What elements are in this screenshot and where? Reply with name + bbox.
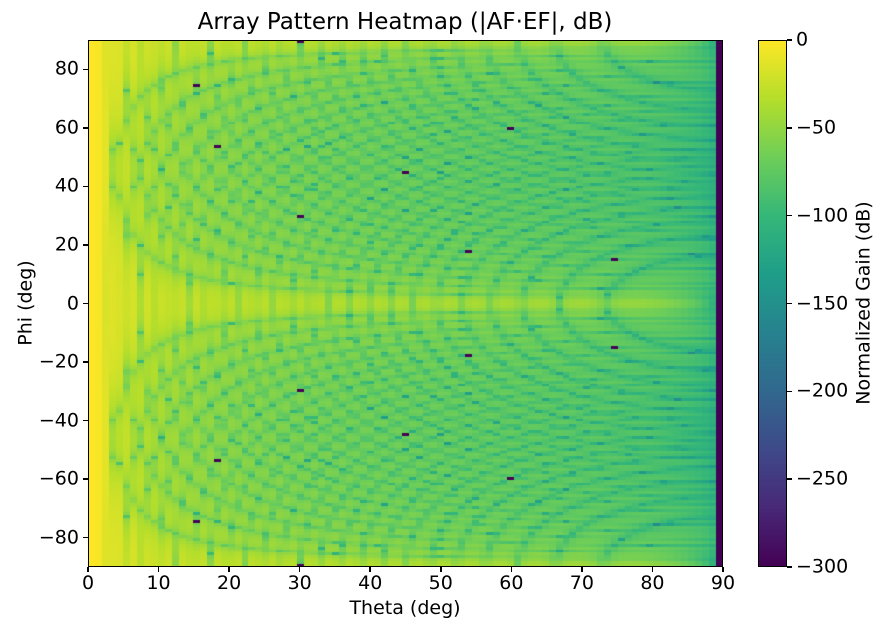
- x-tick-label: 60: [499, 572, 524, 594]
- colorbar-tick-mark: [787, 39, 792, 41]
- x-tick-mark: [87, 567, 89, 572]
- colorbar-tick-label: −200: [796, 379, 849, 402]
- chart-title: Array Pattern Heatmap (|AF·EF|, dB): [197, 9, 613, 35]
- x-tick-label: 0: [81, 572, 95, 594]
- y-tick-label: −20: [38, 350, 79, 373]
- y-tick-label: −60: [38, 467, 79, 490]
- colorbar-tick-label: 0: [796, 28, 809, 51]
- x-axis-label: Theta (deg): [349, 597, 461, 619]
- x-tick-mark: [228, 567, 230, 572]
- x-tick-mark: [510, 567, 513, 572]
- colorbar-tick-mark: [787, 214, 792, 217]
- x-tick-label: 10: [146, 572, 171, 594]
- x-tick-label: 40: [358, 572, 383, 594]
- y-tick-label: 60: [54, 116, 79, 139]
- y-tick-mark: [83, 127, 88, 129]
- x-tick-label: 50: [428, 572, 453, 594]
- y-tick-mark: [83, 536, 88, 539]
- colorbar-tick-mark: [787, 390, 792, 393]
- y-tick-mark: [83, 478, 88, 480]
- y-tick-mark: [83, 185, 88, 188]
- colorbar-label: Normalized Gain (dB): [852, 201, 875, 405]
- y-axis-label: Phi (deg): [14, 260, 37, 346]
- y-tick-mark: [83, 361, 88, 363]
- y-tick-label: −40: [38, 409, 79, 432]
- y-tick-label: 20: [54, 233, 79, 256]
- y-tick-label: −80: [38, 526, 79, 549]
- y-tick-mark: [83, 302, 88, 305]
- x-tick-label: 80: [640, 572, 665, 594]
- colorbar-tick-mark: [787, 566, 792, 568]
- x-tick-mark: [440, 567, 442, 572]
- x-tick-mark: [369, 567, 371, 572]
- x-tick-label: 30: [287, 572, 312, 594]
- y-tick-mark: [83, 68, 88, 71]
- colorbar-tick-label: −100: [796, 204, 849, 227]
- x-tick-label: 90: [710, 572, 736, 594]
- heatmap-canvas: [88, 40, 723, 567]
- x-tick-mark: [581, 567, 583, 572]
- x-tick-label: 70: [569, 572, 594, 594]
- colorbar-tick-mark: [787, 478, 792, 480]
- colorbar-canvas: [758, 40, 787, 567]
- colorbar-tick-label: −300: [796, 555, 849, 578]
- colorbar-tick-label: −150: [796, 292, 849, 314]
- y-tick-mark: [83, 244, 88, 246]
- y-tick-label: 40: [54, 174, 79, 197]
- colorbar-tick-mark: [787, 302, 792, 305]
- colorbar-tick-label: −50: [796, 116, 837, 139]
- x-tick-mark: [298, 567, 301, 572]
- x-tick-mark: [157, 567, 160, 572]
- x-tick-mark: [651, 567, 654, 572]
- y-tick-label: 0: [66, 292, 79, 314]
- y-tick-label: 80: [54, 57, 79, 80]
- x-tick-label: 20: [217, 572, 242, 594]
- colorbar-tick-mark: [787, 127, 792, 129]
- colorbar-tick-label: −250: [796, 467, 849, 490]
- x-tick-mark: [722, 567, 724, 572]
- y-tick-mark: [83, 419, 88, 422]
